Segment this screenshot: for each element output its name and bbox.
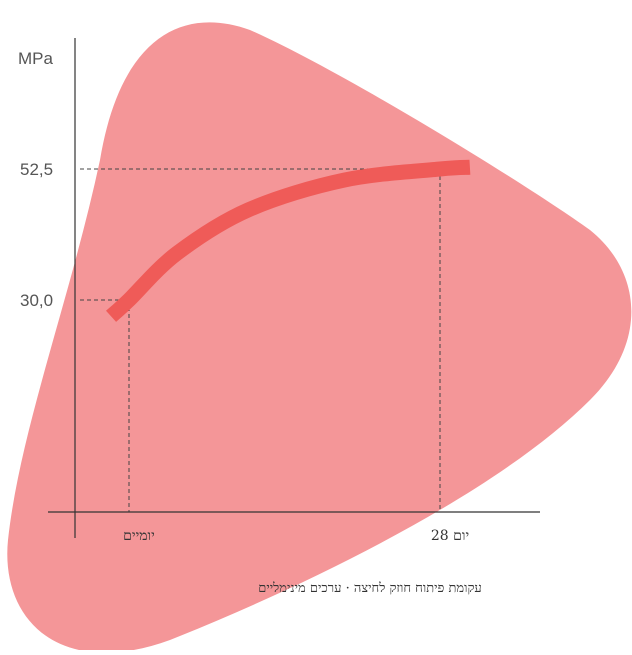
x-tick-label-1: יום 28 [431,528,469,544]
y-tick-label-0: 30,0 [20,291,53,310]
x-tick-labels: יומיים יום 28 [123,528,469,544]
x-tick-label-0: יומיים [123,528,155,544]
chart-caption: עקומת פיתוח חוזק לחיצה · ערכים מינימליים [258,581,482,596]
strength-curve [106,159,471,322]
y-axis-label: MPa [18,49,54,68]
y-tick-labels: 30,0 52,5 [20,160,53,310]
y-tick-label-1: 52,5 [20,160,53,179]
guide-lines [80,168,441,512]
background-blob [7,22,632,653]
